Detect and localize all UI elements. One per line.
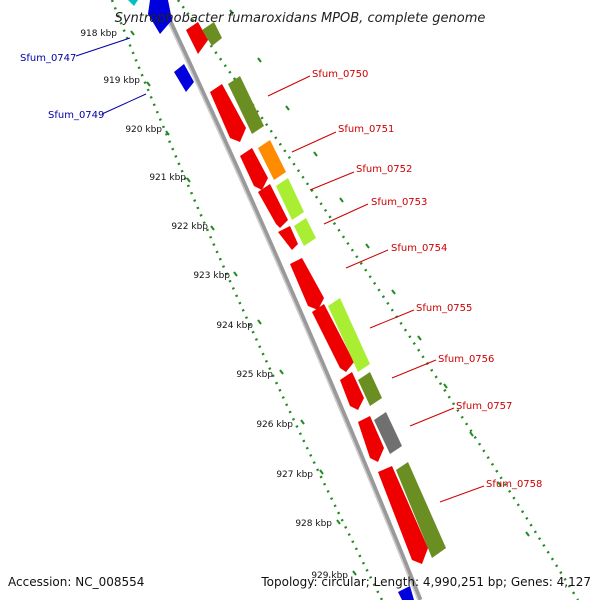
tick-mark — [130, 30, 135, 36]
gene-arrow-red-8 — [340, 372, 364, 410]
gene-labels[interactable]: Sfum_0747 Sfum_0749 Sfum_0750 Sfum_0751 … — [20, 53, 542, 490]
tick-mark — [417, 335, 422, 341]
tick-mark — [339, 197, 344, 203]
connector-0749 — [101, 93, 147, 115]
gene-lime-0755 — [328, 298, 370, 372]
genome-backbone-highlight — [157, 0, 419, 600]
gene-label-sfum-0753[interactable]: Sfum_0753 — [371, 197, 427, 208]
kbp-label: 929 kbp — [311, 571, 348, 581]
map-title: Syntrophobacter fumaroxidans MPOB, compl… — [115, 11, 486, 26]
tick-mark — [229, 9, 234, 15]
kbp-label: 927 kbp — [276, 470, 313, 480]
gene-arrow-0747 — [148, 0, 172, 34]
gene-olive-0756 — [358, 372, 382, 406]
gene-arrow-red-4 — [258, 184, 288, 228]
kbp-label: 918 kbp — [80, 29, 117, 39]
kbp-label: 928 kbp — [295, 519, 332, 529]
tick-mark — [279, 369, 284, 375]
kbp-label: 923 kbp — [193, 271, 230, 281]
tick-mark — [146, 81, 151, 87]
connector-0758 — [439, 485, 485, 503]
gene-olive-top — [202, 22, 222, 46]
gene-arrow-red-1 — [186, 22, 208, 54]
accession-text: Accession: NC_008554 — [8, 575, 144, 589]
connector-0757 — [409, 407, 455, 427]
tick-mark — [257, 57, 262, 63]
tick-mark — [525, 531, 530, 537]
connector-0751 — [291, 131, 337, 153]
gene-label-sfum-0747[interactable]: Sfum_0747 — [20, 53, 76, 64]
gene-label-sfum-0754[interactable]: Sfum_0754 — [391, 243, 447, 254]
gene-arrow-cyan — [128, 0, 138, 6]
gene-arrow-red-6 — [290, 258, 324, 310]
gene-label-sfum-0750[interactable]: Sfum_0750 — [312, 69, 368, 80]
connector-0750 — [267, 75, 311, 97]
gene-label-sfum-0749[interactable]: Sfum_0749 — [48, 110, 104, 121]
tick-mark — [165, 130, 170, 136]
tick-mark — [336, 519, 341, 525]
tick-marks — [130, 9, 530, 576]
gene-olive-0750 — [228, 76, 264, 134]
tick-mark — [352, 570, 357, 576]
tick-mark — [319, 469, 324, 475]
kbp-label: 921 kbp — [149, 173, 186, 183]
kbp-label: 920 kbp — [125, 125, 162, 135]
gene-label-sfum-0757[interactable]: Sfum_0757 — [456, 401, 512, 412]
gene-label-sfum-0751[interactable]: Sfum_0751 — [338, 124, 394, 135]
tick-mark — [365, 243, 370, 249]
gene-arrow-red-10 — [378, 466, 428, 564]
connector-0755 — [369, 309, 415, 329]
kbp-label: 922 kbp — [171, 222, 208, 232]
inner-dotted-ring — [110, 0, 384, 600]
connector-0752 — [309, 171, 355, 191]
gene-olive-0758 — [396, 462, 446, 558]
label-connectors — [75, 37, 485, 503]
genome-backbone — [157, 0, 423, 600]
gene-arrow-red-7 — [312, 304, 354, 372]
tick-mark — [313, 151, 318, 157]
tick-mark — [186, 177, 191, 183]
gene-lime-0752 — [276, 178, 304, 220]
gene-label-sfum-0756[interactable]: Sfum_0756 — [438, 354, 494, 365]
gene-label-sfum-0758[interactable]: Sfum_0758 — [486, 479, 542, 490]
tick-mark — [210, 225, 215, 231]
gene-arrow-blue-bottom — [398, 586, 414, 600]
tick-mark — [391, 289, 396, 295]
kbp-label: 925 kbp — [236, 370, 273, 380]
connector-0753 — [323, 203, 369, 225]
gene-label-sfum-0755[interactable]: Sfum_0755 — [416, 303, 472, 314]
tick-mark — [469, 431, 474, 437]
gene-lime-0753 — [294, 218, 316, 246]
gene-label-sfum-0752[interactable]: Sfum_0752 — [356, 164, 412, 175]
gene-arrow-red-3 — [240, 148, 268, 190]
tick-mark — [300, 419, 305, 425]
gene-arrow-red-9 — [358, 416, 384, 462]
kbp-label: 926 kbp — [256, 420, 293, 430]
reverse-strand-genes — [128, 0, 428, 600]
gene-arrow-0749 — [174, 64, 194, 92]
gene-arrow-red-5 — [278, 226, 298, 250]
forward-strand-genes — [202, 22, 446, 558]
gene-orange-0751 — [258, 140, 286, 180]
kbp-label: 919 kbp — [103, 76, 140, 86]
tick-mark — [497, 481, 502, 487]
tick-mark — [285, 105, 290, 111]
kbp-label: 924 kbp — [216, 321, 253, 331]
tick-mark — [257, 319, 262, 325]
connector-0756 — [391, 359, 437, 379]
gene-gray-0757 — [374, 412, 402, 454]
connector-0754 — [345, 249, 389, 269]
tick-mark — [233, 271, 238, 277]
tick-mark — [443, 383, 448, 389]
kbp-tick-labels: 918 kbp 919 kbp 920 kbp 921 kbp 922 kbp … — [80, 29, 348, 581]
connector-0747 — [75, 37, 131, 57]
gene-arrow-red-2 — [210, 84, 246, 142]
genome-info-text: Topology: circular; Length: 4,990,251 bp… — [260, 575, 591, 589]
